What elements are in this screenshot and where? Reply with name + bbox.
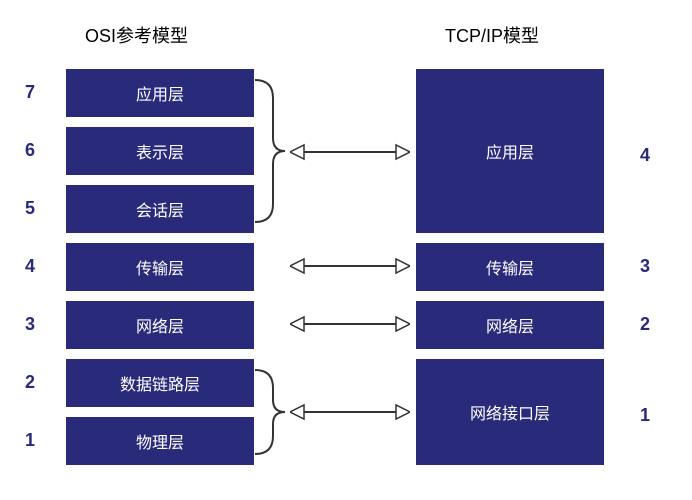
osi-num-5: 5	[25, 198, 35, 219]
osi-layer-1: 物理层	[65, 416, 255, 466]
bracket-bottom	[255, 358, 295, 466]
tcpip-title: TCP/IP模型	[445, 22, 539, 48]
tcpip-num-3: 3	[640, 256, 650, 277]
osi-layer-5: 会话层	[65, 184, 255, 234]
tcpip-layer-4: 应用层	[415, 68, 605, 234]
osi-num-2: 2	[25, 372, 35, 393]
tcpip-layer-2: 网络层	[415, 300, 605, 350]
bracket-top	[255, 68, 295, 234]
osi-layer-4: 传输层	[65, 242, 255, 292]
osi-num-7: 7	[25, 82, 35, 103]
osi-layer-7: 应用层	[65, 68, 255, 118]
osi-title: OSI参考模型	[85, 22, 188, 48]
tcpip-layer-1: 网络接口层	[415, 358, 605, 466]
tcpip-num-1: 1	[640, 405, 650, 426]
tcpip-num-2: 2	[640, 314, 650, 335]
osi-num-1: 1	[25, 430, 35, 451]
osi-layer-3: 网络层	[65, 300, 255, 350]
tcpip-layer-3: 传输层	[415, 242, 605, 292]
arrow-3	[290, 312, 410, 336]
osi-num-6: 6	[25, 140, 35, 161]
osi-layer-2: 数据链路层	[65, 358, 255, 408]
arrow-1	[290, 140, 410, 164]
diagram-container: OSI参考模型 TCP/IP模型 7 6 5 4 3 2 1 应用层 表示层 会…	[0, 0, 692, 500]
osi-num-3: 3	[25, 314, 35, 335]
arrow-2	[290, 254, 410, 278]
osi-layer-6: 表示层	[65, 126, 255, 176]
tcpip-num-4: 4	[640, 145, 650, 166]
arrow-4	[290, 400, 410, 424]
osi-num-4: 4	[25, 256, 35, 277]
